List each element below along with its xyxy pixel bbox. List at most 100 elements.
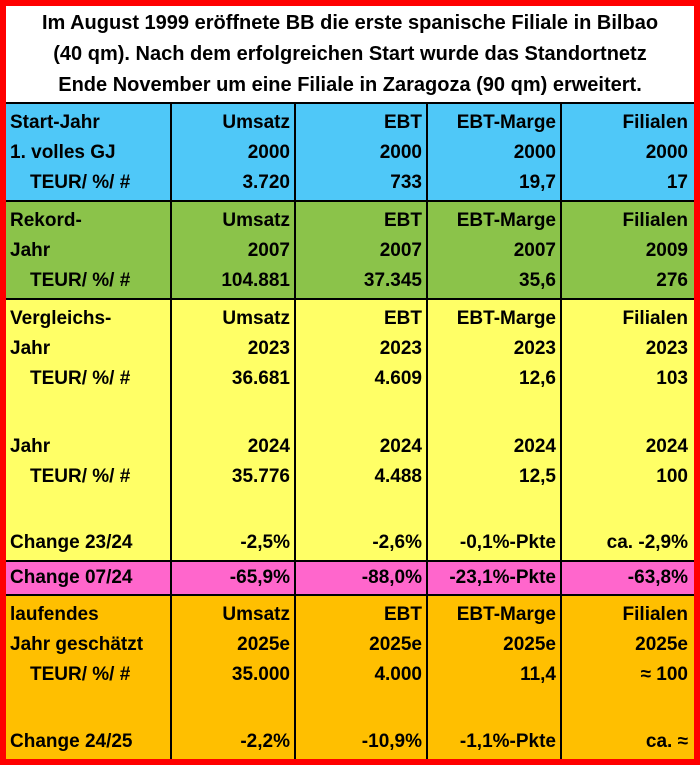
value-ebt-marge: -1,1%-Pkte <box>459 731 556 752</box>
value-ebt-marge: 2025e <box>503 634 556 655</box>
value-filialen: Filialen <box>622 308 688 329</box>
value-filialen: 100 <box>656 466 688 487</box>
column-divider <box>560 104 562 200</box>
value-ebt: 2025e <box>369 634 422 655</box>
table-row <box>6 398 694 428</box>
intro-text-box: Im August 1999 eröffnete BB die erste sp… <box>6 6 694 102</box>
value-ebt-marge: 2024 <box>513 436 556 457</box>
column-divider <box>294 562 296 594</box>
value-umsatz: Umsatz <box>222 210 290 231</box>
value-ebt-marge <box>430 398 556 428</box>
row-label: Start-Jahr <box>10 112 100 133</box>
value-ebt-marge: 12,5 <box>519 466 556 487</box>
table-row: 1. volles GJ 2000 2000 2000 2000 <box>6 138 694 168</box>
value-umsatz: 2024 <box>247 436 290 457</box>
value-ebt: 4.000 <box>374 664 422 685</box>
table-row: Rekord- Umsatz EBT EBT-Marge Filialen <box>6 206 694 236</box>
value-ebt: EBT <box>384 308 422 329</box>
value-umsatz <box>174 496 290 526</box>
value-umsatz: 35.000 <box>231 664 290 685</box>
column-divider <box>426 596 428 759</box>
section-record-year: Rekord- Umsatz EBT EBT-Marge Filialen Jahr 200… <box>6 202 694 298</box>
column-divider <box>170 202 172 298</box>
table-row: Jahr 2024 2024 2024 2024 <box>6 432 694 462</box>
row-label <box>10 496 170 526</box>
value-ebt-marge: 2000 <box>513 142 556 163</box>
value-umsatz <box>174 694 290 724</box>
value-filialen: ≈ 100 <box>640 664 688 685</box>
value-ebt-marge: 2007 <box>513 240 556 261</box>
section-start-year: Start-Jahr Umsatz EBT EBT-Marge Filialen 1. v… <box>6 104 694 200</box>
row-label: TEUR/ %/ # <box>30 270 131 291</box>
section-change-07-24: Change 07/24 -65,9% -88,0% -23,1%-Pkte -63,8… <box>6 562 694 594</box>
value-filialen: ca. ≈ <box>645 731 688 752</box>
value-filialen: Filialen <box>622 604 688 625</box>
row-label: Jahr <box>10 338 51 359</box>
intro-line: (40 qm). Nach dem erfolgreichen Start wu… <box>53 42 647 65</box>
value-ebt: 733 <box>390 172 422 193</box>
value-umsatz: 104.881 <box>221 270 290 291</box>
value-umsatz <box>174 398 290 428</box>
value-ebt: -2,6% <box>372 532 422 553</box>
value-ebt-marge: EBT-Marge <box>456 308 556 329</box>
table-row: Jahr 2023 2023 2023 2023 <box>6 334 694 364</box>
column-divider <box>426 104 428 200</box>
value-filialen: 2025e <box>635 634 688 655</box>
value-ebt: 2007 <box>379 240 422 261</box>
value-umsatz: 2007 <box>247 240 290 261</box>
value-ebt-marge: 11,4 <box>520 664 556 685</box>
value-ebt <box>298 398 422 428</box>
row-label: 1. volles GJ <box>10 142 116 163</box>
table-row: TEUR/ %/ # 36.681 4.609 12,6 103 <box>6 364 694 394</box>
value-umsatz: 3.720 <box>242 172 290 193</box>
column-divider <box>426 562 428 594</box>
row-label: Jahr <box>10 436 51 457</box>
value-umsatz: -65,9% <box>229 567 290 588</box>
intro-line: Im August 1999 eröffnete BB die erste sp… <box>41 11 659 34</box>
table-row: Vergleichs- Umsatz EBT EBT-Marge Filialen <box>6 304 694 334</box>
value-ebt-marge <box>430 496 556 526</box>
value-ebt: EBT <box>384 604 422 625</box>
row-label: Change 24/25 <box>10 731 133 752</box>
table-row: Change 24/25 -2,2% -10,9% -1,1%-Pkte ca. ≈ <box>6 727 694 757</box>
value-filialen: 2000 <box>645 142 688 163</box>
table-row: Change 23/24 -2,5% -2,6% -0,1%-Pkte ca. -2,9… <box>6 528 694 558</box>
column-divider <box>170 562 172 594</box>
table-row <box>6 694 694 724</box>
value-ebt: 37.345 <box>363 270 422 291</box>
section-comparison-years: Vergleichs- Umsatz EBT EBT-Marge Filialen Jah… <box>6 300 694 560</box>
row-label: TEUR/ %/ # <box>30 368 131 389</box>
value-ebt-marge: 12,6 <box>519 368 556 389</box>
row-label: Jahr <box>10 240 51 261</box>
value-umsatz: 2000 <box>247 142 290 163</box>
table-row <box>6 496 694 526</box>
column-divider <box>560 562 562 594</box>
table-row: TEUR/ %/ # 35.000 4.000 11,4 ≈ 100 <box>6 660 694 690</box>
value-ebt-marge: -0,1%-Pkte <box>459 532 556 553</box>
value-filialen <box>564 398 688 428</box>
value-umsatz: Umsatz <box>222 112 290 133</box>
table-row: Jahr 2007 2007 2007 2009 <box>6 236 694 266</box>
value-ebt: EBT <box>384 210 422 231</box>
value-filialen: -63,8% <box>627 567 688 588</box>
table-row: TEUR/ %/ # 3.720 733 19,7 17 <box>6 168 694 198</box>
value-ebt: 4.488 <box>374 466 422 487</box>
value-ebt: -88,0% <box>361 567 422 588</box>
table-row: Start-Jahr Umsatz EBT EBT-Marge Filialen <box>6 108 694 138</box>
row-label: Change 23/24 <box>10 532 133 553</box>
row-label: Jahr geschätzt <box>10 634 144 655</box>
value-filialen: 2023 <box>645 338 688 359</box>
row-label <box>10 398 170 428</box>
value-umsatz: Umsatz <box>222 604 290 625</box>
value-ebt-marge: -23,1%-Pkte <box>449 567 556 588</box>
row-label: Vergleichs- <box>10 308 112 329</box>
value-ebt-marge <box>430 694 556 724</box>
value-ebt <box>298 694 422 724</box>
row-label: TEUR/ %/ # <box>30 172 131 193</box>
column-divider <box>560 300 562 560</box>
section-current-year-estimate: laufendes Umsatz EBT EBT-Marge Filialen Jahr … <box>6 596 694 759</box>
value-filialen <box>564 694 688 724</box>
value-umsatz: -2,2% <box>240 731 290 752</box>
column-divider <box>560 202 562 298</box>
value-ebt: 4.609 <box>374 368 422 389</box>
